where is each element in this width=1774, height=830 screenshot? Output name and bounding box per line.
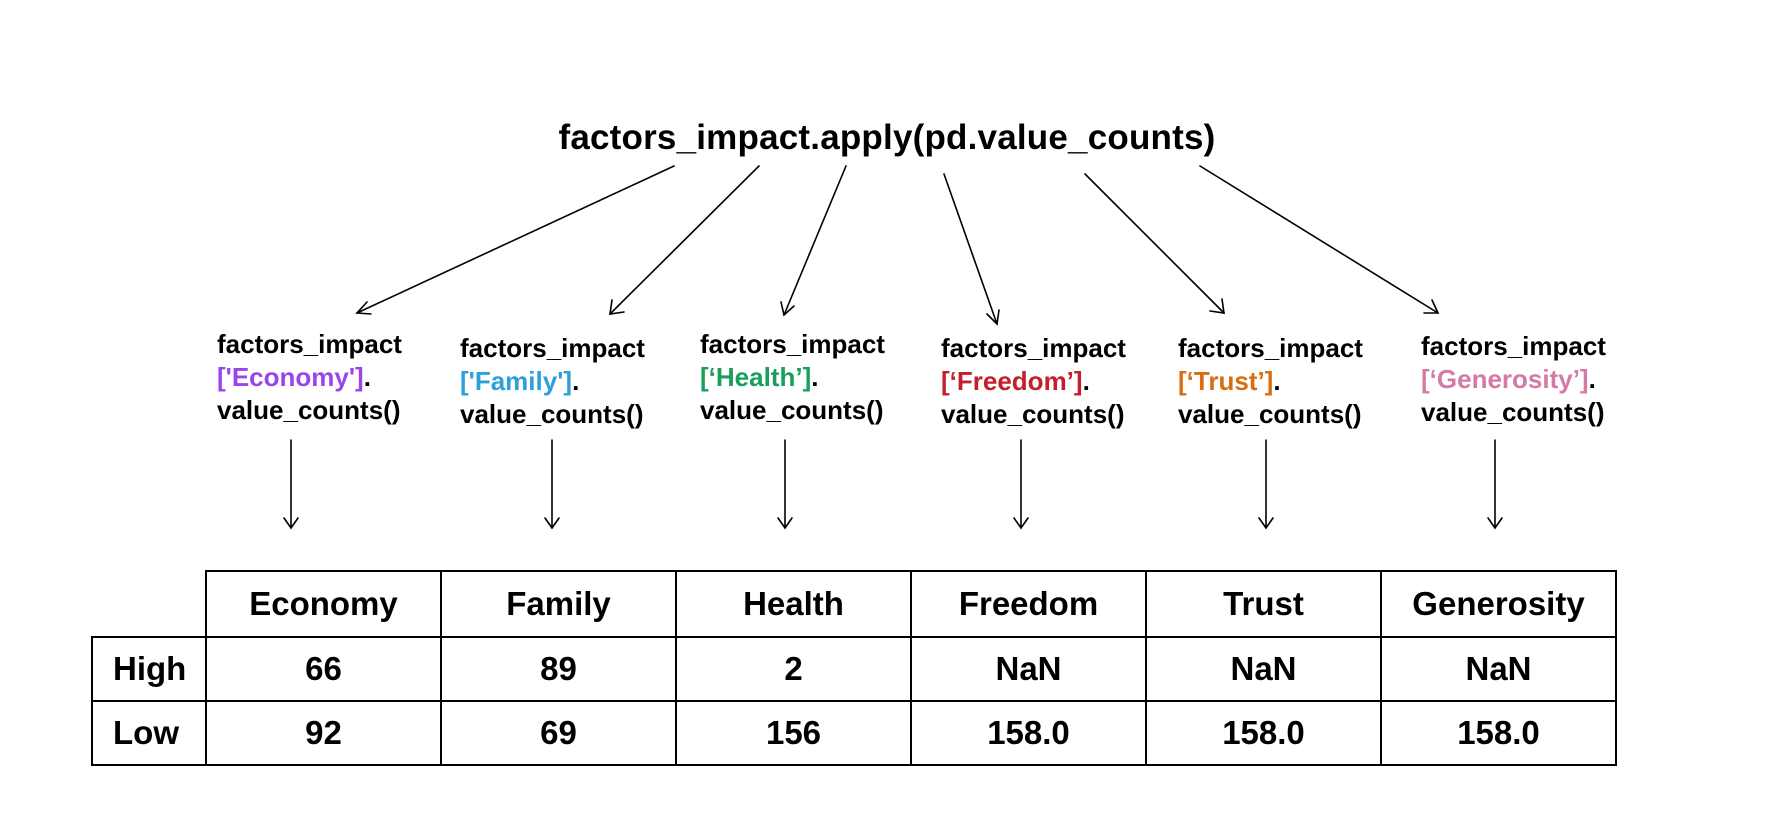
arrow-title-to-generosity bbox=[1199, 165, 1440, 314]
call-prefix: factors_impact bbox=[1178, 333, 1363, 363]
table-cell: 158.0 bbox=[910, 700, 1147, 766]
call-method: value_counts() bbox=[1178, 399, 1362, 429]
row-label-high: High bbox=[91, 636, 207, 702]
arrow-freedom-to-table bbox=[1013, 439, 1029, 530]
arrow-title-to-trust bbox=[1084, 173, 1225, 314]
table-cell: 69 bbox=[440, 700, 677, 766]
arrow-trust-to-table bbox=[1258, 439, 1274, 530]
arrow-health-to-table bbox=[777, 439, 793, 530]
row-label-low: Low bbox=[91, 700, 207, 766]
call-prefix: factors_impact bbox=[941, 333, 1126, 363]
call-label-health: factors_impact [‘Health’]. value_counts(… bbox=[700, 328, 885, 427]
arrow-family-to-table bbox=[544, 439, 560, 530]
call-dot: . bbox=[1273, 366, 1281, 396]
table-row: Low 92 69 156 158.0 158.0 158.0 bbox=[91, 700, 1617, 766]
arrow-title-to-freedom bbox=[943, 173, 1000, 326]
column-header-health: Health bbox=[675, 570, 912, 638]
value-counts-table: Economy Family Health Freedom Trust Gene… bbox=[91, 570, 1617, 766]
call-dot: . bbox=[811, 362, 819, 392]
table-header-row: Economy Family Health Freedom Trust Gene… bbox=[92, 570, 1617, 638]
table-cell: 92 bbox=[205, 700, 442, 766]
call-key-economy: ['Economy'] bbox=[217, 362, 364, 392]
call-dot: . bbox=[572, 366, 580, 396]
table-cell: 89 bbox=[440, 636, 677, 702]
call-dot: . bbox=[1082, 366, 1090, 396]
arrow-economy-to-table bbox=[283, 439, 299, 530]
call-prefix: factors_impact bbox=[460, 333, 645, 363]
arrow-generosity-to-table bbox=[1487, 439, 1503, 530]
call-prefix: factors_impact bbox=[1421, 331, 1606, 361]
call-label-economy: factors_impact ['Economy']. value_counts… bbox=[217, 328, 402, 427]
column-header-economy: Economy bbox=[205, 570, 442, 638]
call-label-freedom: factors_impact [‘Freedom’]. value_counts… bbox=[941, 332, 1126, 431]
table-cell: 158.0 bbox=[1380, 700, 1617, 766]
column-header-family: Family bbox=[440, 570, 677, 638]
table-cell: NaN bbox=[910, 636, 1147, 702]
call-key-health: [‘Health’] bbox=[700, 362, 812, 392]
table-cell: NaN bbox=[1380, 636, 1617, 702]
call-key-trust: [‘Trust’] bbox=[1178, 366, 1274, 396]
call-dot: . bbox=[1588, 364, 1596, 394]
table-cell: 66 bbox=[205, 636, 442, 702]
column-header-generosity: Generosity bbox=[1380, 570, 1617, 638]
call-label-family: factors_impact ['Family']. value_counts(… bbox=[460, 332, 645, 431]
table-cell: 156 bbox=[675, 700, 912, 766]
table-cell: 2 bbox=[675, 636, 912, 702]
table-corner bbox=[92, 571, 206, 637]
call-key-freedom: [‘Freedom’] bbox=[941, 366, 1083, 396]
call-prefix: factors_impact bbox=[700, 329, 885, 359]
table-row: High 66 89 2 NaN NaN NaN bbox=[91, 636, 1617, 702]
call-method: value_counts() bbox=[700, 395, 884, 425]
call-method: value_counts() bbox=[460, 399, 644, 429]
call-dot: . bbox=[363, 362, 371, 392]
column-header-trust: Trust bbox=[1145, 570, 1382, 638]
table-cell: NaN bbox=[1145, 636, 1382, 702]
call-method: value_counts() bbox=[1421, 397, 1605, 427]
table-cell: 158.0 bbox=[1145, 700, 1382, 766]
call-key-family: ['Family'] bbox=[460, 366, 573, 396]
diagram-title: factors_impact.apply(pd.value_counts) bbox=[558, 118, 1216, 157]
arrow-title-to-health bbox=[780, 165, 847, 317]
call-method: value_counts() bbox=[941, 399, 1125, 429]
call-prefix: factors_impact bbox=[217, 329, 402, 359]
call-label-trust: factors_impact [‘Trust’]. value_counts() bbox=[1178, 332, 1363, 431]
arrow-title-to-economy bbox=[355, 165, 675, 315]
column-header-freedom: Freedom bbox=[910, 570, 1147, 638]
arrow-title-to-family bbox=[609, 165, 760, 315]
call-label-generosity: factors_impact [‘Generosity’]. value_cou… bbox=[1421, 330, 1606, 429]
call-key-generosity: [‘Generosity’] bbox=[1421, 364, 1589, 394]
call-method: value_counts() bbox=[217, 395, 401, 425]
